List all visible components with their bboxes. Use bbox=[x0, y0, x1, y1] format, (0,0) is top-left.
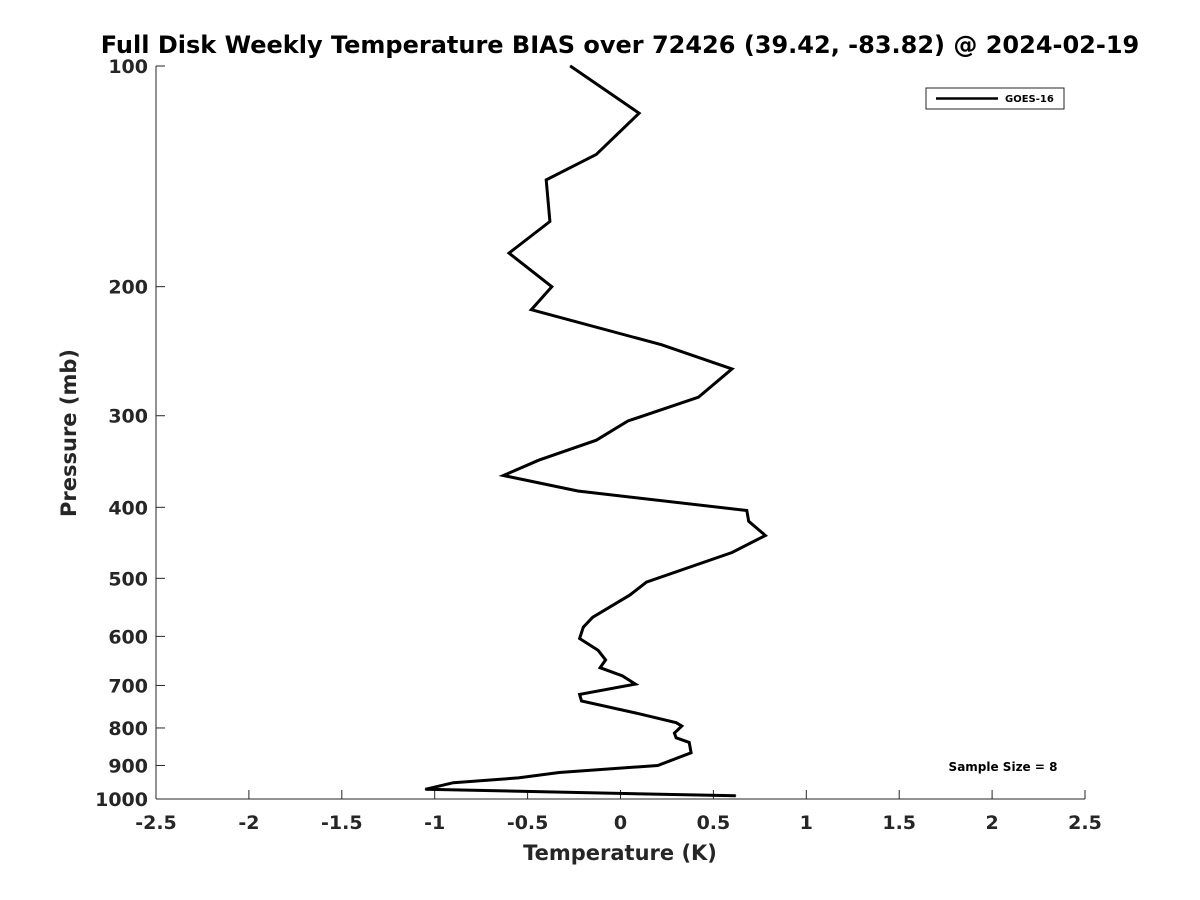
data-point bbox=[549, 220, 551, 223]
y-tick-label: 900 bbox=[108, 755, 148, 777]
data-point bbox=[605, 659, 607, 661]
data-point bbox=[424, 788, 426, 790]
axes bbox=[155, 66, 1085, 800]
x-tick-label: -2 bbox=[238, 812, 259, 834]
data-point bbox=[452, 782, 454, 784]
data-point bbox=[502, 474, 504, 477]
chart-title: Full Disk Weekly Temperature BIAS over 7… bbox=[101, 31, 1140, 59]
data-point bbox=[673, 732, 676, 734]
data-point bbox=[634, 683, 637, 685]
y-tick-label: 700 bbox=[108, 675, 148, 697]
data-point bbox=[551, 286, 553, 288]
y-tick-label: 800 bbox=[108, 718, 148, 740]
x-tick-label: 2 bbox=[985, 812, 998, 834]
x-tick-label: -1 bbox=[424, 812, 445, 834]
x-tick-label: 1 bbox=[800, 812, 813, 834]
data-point bbox=[731, 368, 733, 370]
data-point bbox=[675, 737, 677, 739]
data-point bbox=[627, 420, 629, 422]
y-tick-label: 300 bbox=[108, 406, 148, 428]
data-point bbox=[645, 581, 648, 583]
data-point bbox=[595, 439, 597, 441]
data-point bbox=[688, 741, 690, 744]
data-point bbox=[675, 722, 677, 724]
data-point bbox=[735, 795, 737, 797]
legend-entry-label: GOES-16 bbox=[1005, 94, 1054, 105]
data-point bbox=[592, 616, 594, 618]
data-point bbox=[690, 752, 692, 754]
y-tick-label: 600 bbox=[108, 626, 148, 648]
data-point bbox=[629, 594, 631, 596]
x-tick-label: -2.5 bbox=[135, 812, 177, 834]
data-point bbox=[681, 725, 683, 727]
data-point bbox=[660, 344, 663, 346]
data-point bbox=[579, 693, 581, 696]
data-point bbox=[597, 649, 599, 652]
data-point bbox=[599, 667, 601, 669]
data-point bbox=[580, 700, 583, 702]
x-tick-label: -0.5 bbox=[507, 812, 549, 834]
y-tick-label: 100 bbox=[108, 56, 148, 78]
series-line-0 bbox=[425, 64, 769, 798]
data-point bbox=[582, 626, 584, 628]
data-point bbox=[638, 112, 640, 114]
data-point bbox=[746, 509, 748, 512]
data-point bbox=[748, 520, 750, 522]
series-layer bbox=[424, 64, 769, 798]
data-point bbox=[558, 771, 560, 774]
y-tick-label: 400 bbox=[108, 497, 148, 519]
data-point bbox=[545, 179, 547, 181]
y-ticks: 100 200 300 400 500 600 700 800 900 1000 bbox=[95, 56, 165, 811]
data-point bbox=[621, 675, 624, 677]
x-axis-label: Temperature (K) bbox=[523, 841, 717, 865]
data-point bbox=[657, 764, 659, 767]
data-point bbox=[577, 490, 579, 492]
x-tick-label: 1.5 bbox=[882, 812, 916, 834]
data-point bbox=[538, 459, 540, 461]
data-point bbox=[764, 534, 767, 537]
y-axis-label: Pressure (mb) bbox=[57, 349, 81, 517]
data-point bbox=[517, 777, 519, 779]
y-tick-label: 200 bbox=[108, 277, 148, 299]
data-point bbox=[569, 65, 571, 67]
data-point bbox=[636, 712, 638, 714]
data-point bbox=[579, 637, 581, 640]
legend: GOES-16 bbox=[925, 87, 1065, 110]
x-tick-label: 0.5 bbox=[697, 812, 731, 834]
data-point bbox=[530, 309, 532, 311]
data-point bbox=[731, 551, 733, 554]
x-tick-label: -1.5 bbox=[321, 812, 363, 834]
x-ticks: -2.5 -2 -1.5 -1 -0.5 0 0.5 1 1.5 2 2.5 bbox=[135, 790, 1102, 834]
sample-size-label: Sample Size = 8 bbox=[949, 760, 1058, 774]
x-tick-label: 2.5 bbox=[1068, 812, 1102, 834]
x-tick-label: 0 bbox=[614, 812, 627, 834]
y-tick-label: 500 bbox=[108, 568, 148, 590]
data-point bbox=[595, 153, 597, 155]
data-point bbox=[508, 252, 510, 254]
y-tick-label: 1000 bbox=[95, 789, 148, 811]
data-point bbox=[697, 396, 700, 398]
